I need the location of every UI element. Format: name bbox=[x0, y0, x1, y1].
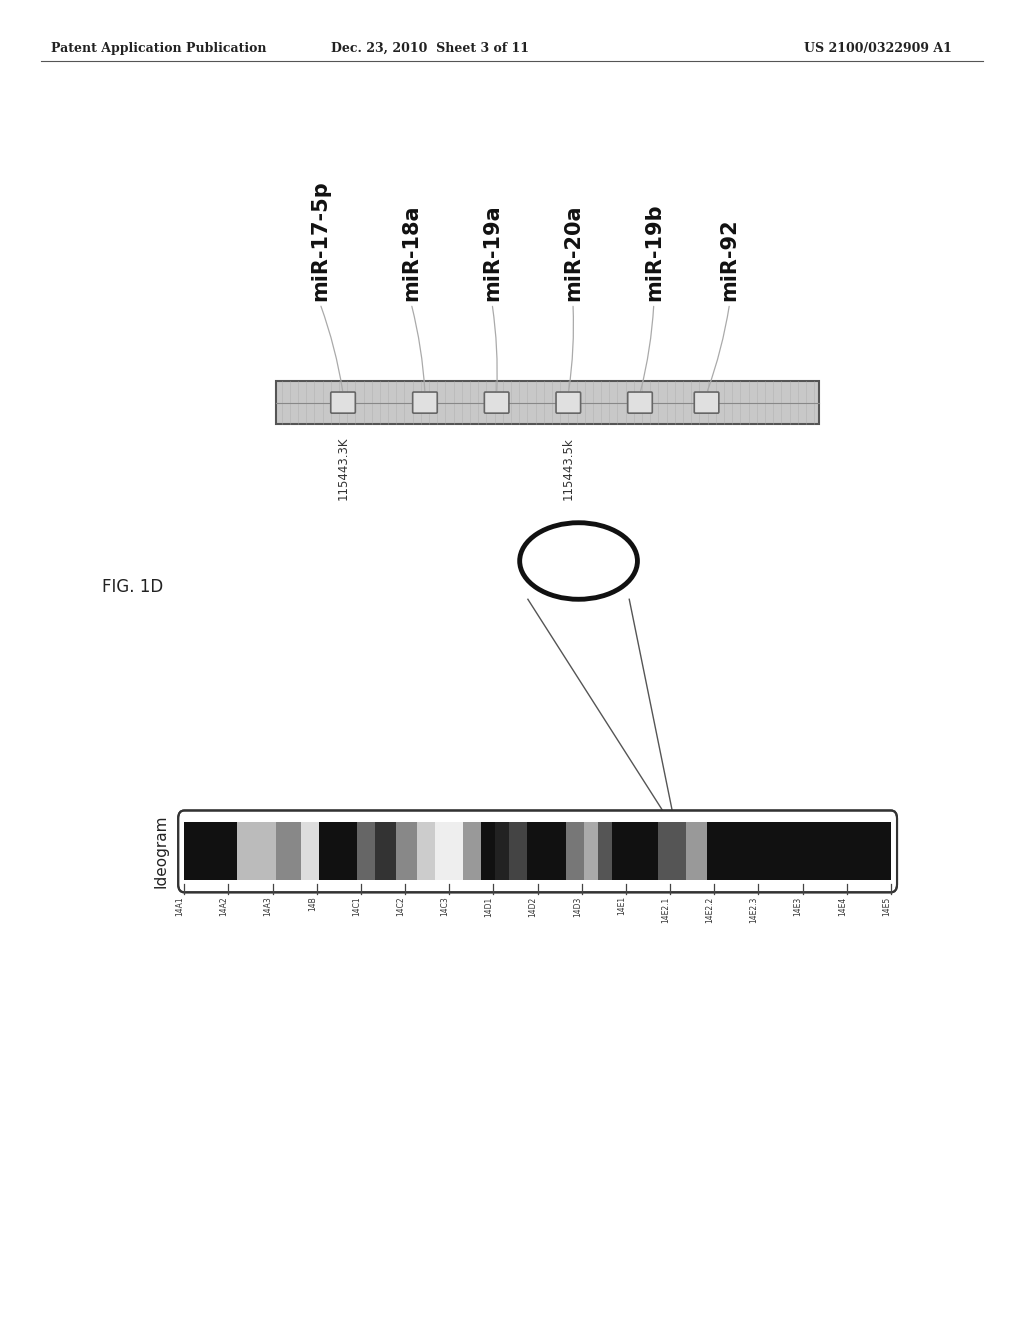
Text: 14A2: 14A2 bbox=[219, 896, 228, 916]
Bar bbox=[481, 822, 496, 880]
FancyBboxPatch shape bbox=[413, 392, 437, 413]
Text: 14E3: 14E3 bbox=[794, 896, 803, 916]
Bar bbox=[708, 822, 753, 880]
Bar bbox=[435, 822, 464, 880]
Text: 14E1: 14E1 bbox=[616, 896, 626, 915]
Text: 115443.5k: 115443.5k bbox=[562, 437, 574, 500]
Bar bbox=[657, 822, 686, 880]
Bar bbox=[375, 822, 396, 880]
Text: 14A1: 14A1 bbox=[175, 896, 184, 916]
Bar bbox=[184, 822, 238, 880]
Text: 115443.3K: 115443.3K bbox=[337, 437, 349, 500]
Bar bbox=[276, 822, 301, 880]
Text: FIG. 1D: FIG. 1D bbox=[102, 578, 164, 597]
Text: Patent Application Publication: Patent Application Publication bbox=[51, 42, 266, 55]
Bar bbox=[357, 822, 375, 880]
FancyBboxPatch shape bbox=[484, 392, 509, 413]
Text: 14E2.2: 14E2.2 bbox=[706, 896, 715, 923]
Bar bbox=[566, 822, 584, 880]
Bar bbox=[753, 822, 792, 880]
Text: 14A3: 14A3 bbox=[263, 896, 272, 916]
Text: 14D3: 14D3 bbox=[572, 896, 582, 916]
Text: 14C3: 14C3 bbox=[440, 896, 450, 916]
Bar bbox=[396, 822, 418, 880]
FancyBboxPatch shape bbox=[694, 392, 719, 413]
Text: Ideogram: Ideogram bbox=[154, 814, 169, 888]
Text: miR-19b: miR-19b bbox=[644, 203, 664, 301]
Bar bbox=[496, 822, 509, 880]
Bar bbox=[301, 822, 318, 880]
Bar bbox=[276, 381, 819, 424]
Text: miR-19a: miR-19a bbox=[482, 205, 502, 301]
Text: 14D2: 14D2 bbox=[528, 896, 538, 916]
Bar bbox=[686, 822, 708, 880]
Text: miR-18a: miR-18a bbox=[401, 205, 421, 301]
Text: US 2100/0322909 A1: US 2100/0322909 A1 bbox=[805, 42, 952, 55]
FancyBboxPatch shape bbox=[331, 392, 355, 413]
Text: 14E5: 14E5 bbox=[882, 896, 891, 916]
Text: 14E4: 14E4 bbox=[838, 896, 847, 916]
Text: miR-92: miR-92 bbox=[720, 218, 739, 301]
Ellipse shape bbox=[519, 523, 637, 599]
Bar bbox=[598, 822, 611, 880]
Text: miR-17-5p: miR-17-5p bbox=[310, 181, 330, 301]
Bar bbox=[238, 822, 276, 880]
Bar bbox=[318, 822, 357, 880]
Text: 14D1: 14D1 bbox=[484, 896, 494, 916]
Text: 14E2.1: 14E2.1 bbox=[662, 896, 670, 923]
FancyBboxPatch shape bbox=[556, 392, 581, 413]
FancyBboxPatch shape bbox=[178, 810, 897, 892]
Bar bbox=[611, 822, 657, 880]
Bar bbox=[792, 822, 891, 880]
Bar bbox=[464, 822, 481, 880]
Bar bbox=[527, 822, 566, 880]
Text: 14B: 14B bbox=[308, 896, 316, 911]
Text: 14C2: 14C2 bbox=[396, 896, 406, 916]
FancyBboxPatch shape bbox=[628, 392, 652, 413]
Bar bbox=[418, 822, 435, 880]
Bar bbox=[584, 822, 598, 880]
Text: miR-20a: miR-20a bbox=[563, 205, 583, 301]
Bar bbox=[509, 822, 527, 880]
Text: Dec. 23, 2010  Sheet 3 of 11: Dec. 23, 2010 Sheet 3 of 11 bbox=[331, 42, 529, 55]
Text: 14E2.3: 14E2.3 bbox=[750, 896, 759, 923]
Text: 14C1: 14C1 bbox=[352, 896, 360, 916]
